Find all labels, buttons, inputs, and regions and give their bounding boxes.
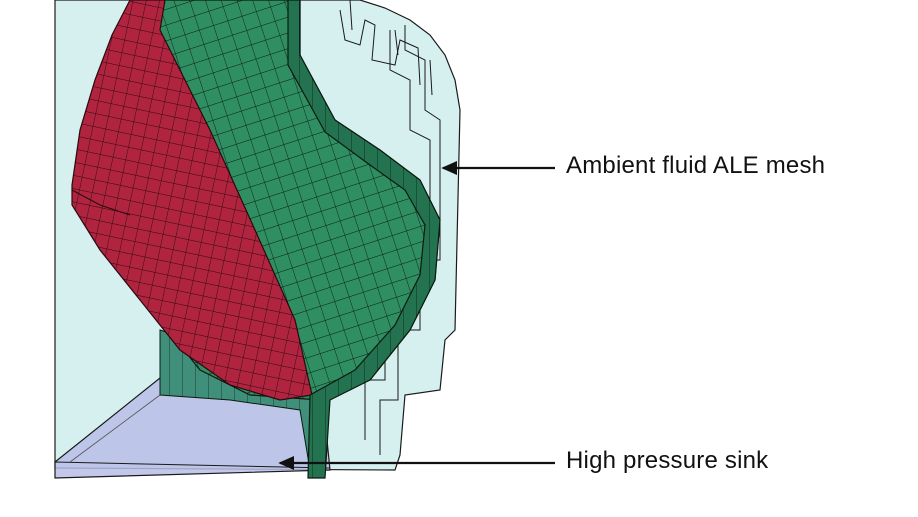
membrane-red-surface bbox=[71, 0, 313, 401]
ambient-fluid-ale-mesh-label: Ambient fluid ALE mesh bbox=[566, 152, 826, 179]
membrane-rim bbox=[287, 0, 441, 479]
high-pressure-sink-label: High pressure sink bbox=[566, 447, 769, 474]
